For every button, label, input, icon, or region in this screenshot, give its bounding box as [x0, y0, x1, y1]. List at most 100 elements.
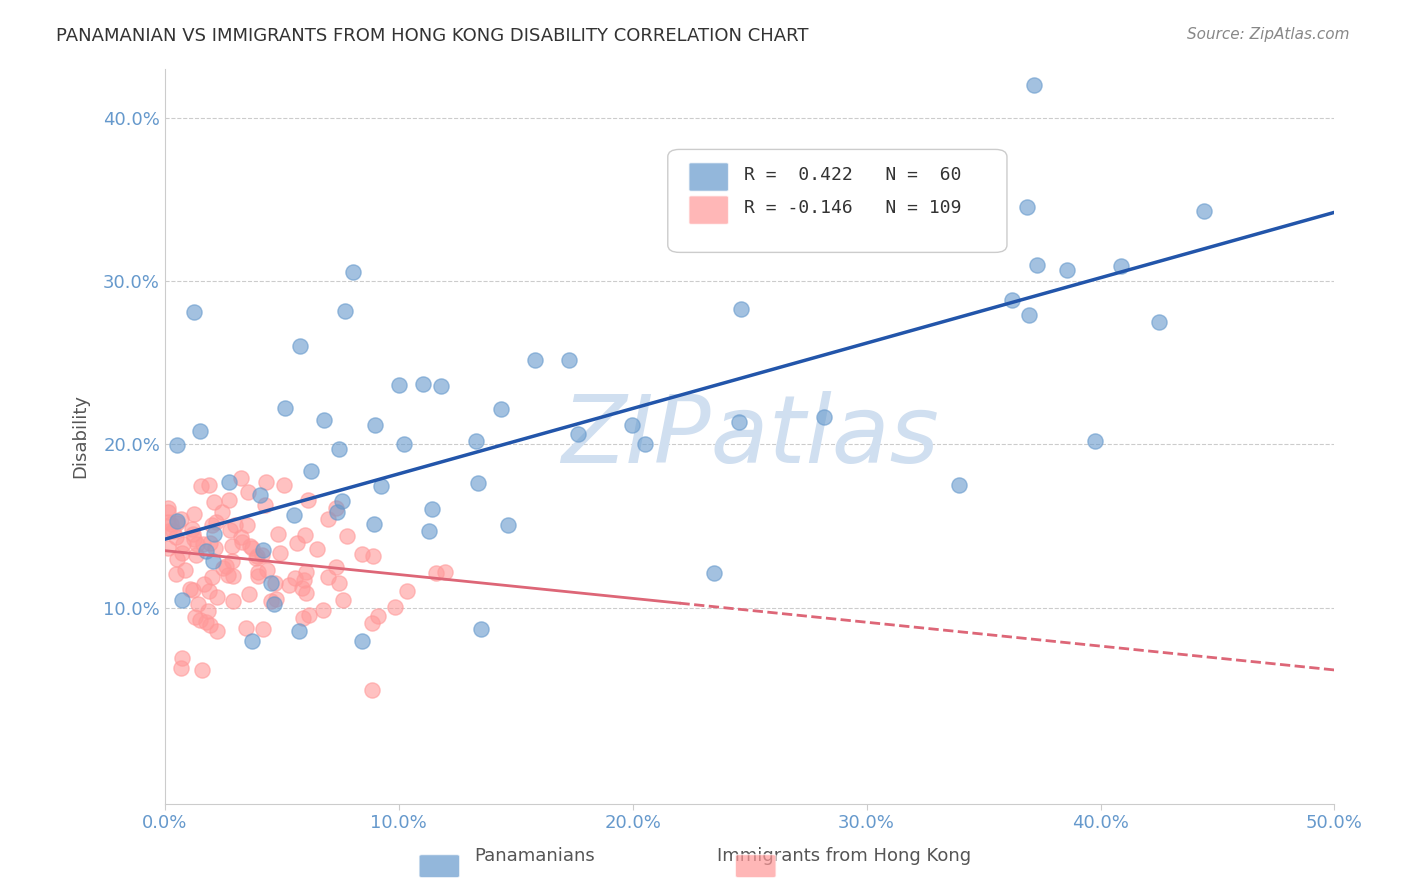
- Point: [249, 488, 271, 502]
- Point: [283, 508, 305, 522]
- Text: Panamanians: Panamanians: [474, 847, 595, 865]
- Point: [229, 471, 252, 485]
- Point: [218, 492, 240, 507]
- Point: [211, 561, 233, 575]
- Point: [1111, 259, 1133, 273]
- Point: [1194, 204, 1216, 219]
- Point: [186, 537, 208, 551]
- Point: [269, 546, 291, 560]
- Point: [363, 517, 385, 532]
- Point: [188, 613, 211, 627]
- Point: [330, 494, 353, 508]
- Point: [200, 618, 222, 632]
- Point: [420, 502, 443, 516]
- Text: R = -0.146   N = 109: R = -0.146 N = 109: [744, 199, 962, 218]
- Point: [1026, 258, 1049, 272]
- Point: [489, 401, 512, 416]
- Point: [363, 418, 385, 433]
- Point: [190, 479, 212, 493]
- Point: [467, 476, 489, 491]
- Point: [418, 524, 440, 539]
- Point: [465, 434, 488, 448]
- Point: [342, 265, 364, 279]
- Point: [211, 505, 233, 519]
- Point: [264, 592, 287, 607]
- Point: [221, 554, 243, 568]
- Point: [292, 573, 315, 587]
- Point: [235, 518, 257, 533]
- Point: [298, 608, 321, 623]
- Point: [260, 594, 283, 608]
- Point: [231, 534, 253, 549]
- Point: [183, 610, 205, 624]
- Point: [470, 622, 492, 636]
- Point: [333, 304, 356, 318]
- Point: [250, 549, 273, 563]
- Point: [166, 438, 188, 452]
- Point: [433, 565, 456, 579]
- Point: [197, 604, 219, 618]
- Point: [198, 536, 221, 550]
- Point: [260, 576, 283, 591]
- Point: [267, 527, 290, 541]
- Point: [395, 584, 418, 599]
- Point: [284, 571, 307, 585]
- Point: [288, 339, 311, 353]
- Text: PANAMANIAN VS IMMIGRANTS FROM HONG KONG DISABILITY CORRELATION CHART: PANAMANIAN VS IMMIGRANTS FROM HONG KONG …: [56, 27, 808, 45]
- Point: [198, 584, 221, 599]
- Point: [948, 478, 970, 492]
- Text: Immigrants from Hong Kong: Immigrants from Hong Kong: [717, 847, 970, 865]
- Point: [221, 540, 243, 554]
- Text: Source: ZipAtlas.com: Source: ZipAtlas.com: [1187, 27, 1350, 42]
- Point: [160, 516, 183, 531]
- Point: [288, 624, 311, 638]
- Point: [558, 353, 581, 368]
- Point: [264, 576, 287, 591]
- Point: [238, 586, 260, 600]
- Point: [254, 499, 277, 513]
- Point: [162, 524, 184, 539]
- Point: [181, 522, 204, 536]
- Point: [326, 505, 349, 519]
- Point: [252, 622, 274, 636]
- Point: [254, 475, 277, 490]
- Point: [703, 566, 725, 580]
- Point: [218, 475, 240, 489]
- Point: [195, 544, 218, 558]
- Point: [157, 501, 180, 516]
- Point: [183, 527, 205, 541]
- Point: [332, 593, 354, 607]
- Point: [202, 495, 225, 509]
- Point: [166, 514, 188, 528]
- Point: [274, 401, 297, 415]
- Point: [224, 518, 246, 533]
- Point: [524, 352, 547, 367]
- Point: [634, 437, 657, 451]
- Point: [277, 578, 299, 592]
- Point: [197, 478, 219, 492]
- Point: [291, 581, 314, 595]
- Point: [157, 541, 180, 556]
- Point: [188, 424, 211, 438]
- Point: [352, 547, 374, 561]
- Point: [727, 415, 749, 429]
- Point: [219, 523, 242, 537]
- Point: [239, 540, 262, 554]
- Point: [361, 549, 384, 563]
- Point: [307, 542, 329, 557]
- Point: [256, 564, 278, 578]
- Point: [183, 532, 205, 546]
- Point: [172, 593, 194, 607]
- Point: [394, 436, 416, 450]
- Point: [242, 541, 264, 555]
- Point: [1147, 315, 1170, 329]
- Point: [204, 541, 226, 555]
- Point: [159, 524, 181, 538]
- Point: [245, 551, 267, 566]
- Point: [1024, 78, 1046, 92]
- Point: [191, 537, 214, 551]
- Point: [297, 492, 319, 507]
- Point: [361, 615, 384, 630]
- Point: [157, 515, 180, 529]
- Point: [170, 651, 193, 665]
